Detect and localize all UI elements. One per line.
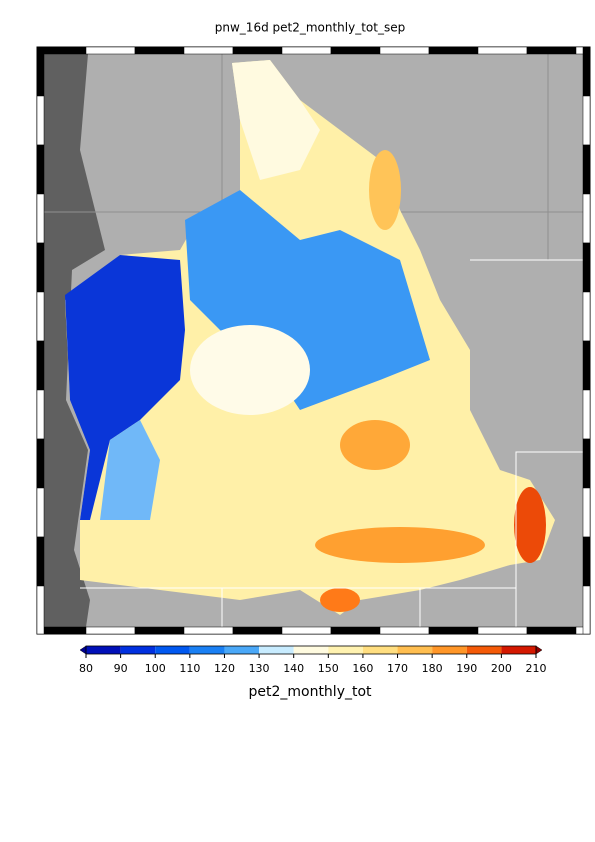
- data-east-red: [514, 487, 546, 563]
- data-north: [232, 60, 320, 180]
- frame-block: [232, 626, 283, 635]
- data-south-orange: [315, 527, 485, 563]
- data-orange-patch: [340, 420, 410, 470]
- frame-block: [36, 46, 45, 97]
- frame-block: [582, 487, 591, 538]
- colorbar-tick-label: 170: [387, 662, 408, 675]
- map-title: pnw_16d pet2_monthly_tot_sep: [215, 21, 405, 35]
- frame-block: [428, 46, 479, 55]
- frame-block: [36, 242, 45, 293]
- colorbar-segment: [86, 646, 121, 654]
- frame-block: [36, 585, 45, 635]
- colorbar-tick-label: 130: [249, 662, 270, 675]
- frame-block: [85, 626, 136, 635]
- colorbar-segment: [155, 646, 190, 654]
- frame-block: [36, 389, 45, 440]
- frame-block: [36, 536, 45, 587]
- colorbar-segment: [362, 646, 398, 654]
- data-central-pale: [190, 325, 310, 415]
- frame-block: [134, 626, 185, 635]
- data-west-blue: [65, 255, 185, 520]
- colorbar-tick-label: 150: [318, 662, 339, 675]
- frame-block: [582, 242, 591, 293]
- frame-block: [582, 144, 591, 195]
- frame-block: [36, 438, 45, 489]
- frame-block: [85, 46, 136, 55]
- frame-ticks: [36, 46, 591, 635]
- colorbar-segment: [328, 646, 363, 654]
- frame-block: [281, 626, 332, 635]
- frame-block: [477, 46, 528, 55]
- frame-block: [379, 626, 430, 635]
- frame-block: [134, 46, 185, 55]
- colorbar-under: [79, 645, 87, 655]
- colorbar-over: [535, 645, 543, 655]
- colorbar-segment: [397, 646, 433, 654]
- colorbar-segment: [120, 646, 156, 654]
- frame-block: [183, 626, 234, 635]
- frame-block: [582, 291, 591, 342]
- frame-block: [379, 46, 430, 55]
- frame-block: [582, 389, 591, 440]
- colorbar-segment: [466, 646, 502, 654]
- frame-block: [36, 95, 45, 146]
- data-west-light: [100, 420, 160, 520]
- frame-block: [183, 46, 234, 55]
- frame-block: [36, 291, 45, 342]
- colorbar-tick-label: 100: [145, 662, 166, 675]
- frame-block: [36, 487, 45, 538]
- frame-block: [36, 144, 45, 195]
- colorbar-segment: [293, 646, 329, 654]
- frame-block: [330, 626, 381, 635]
- frame-block: [582, 46, 591, 97]
- colorbar-segment: [224, 646, 260, 654]
- frame-block: [582, 193, 591, 244]
- colorbar-tick-label: 190: [456, 662, 477, 675]
- frame-block: [428, 626, 479, 635]
- state-lines: [80, 259, 583, 627]
- data-interior-blue: [185, 190, 430, 410]
- frame-block: [582, 536, 591, 587]
- colorbar-tick-label: 120: [214, 662, 235, 675]
- data-ne-orange: [369, 150, 401, 230]
- colorbar-segment: [501, 646, 536, 654]
- frame-block: [36, 340, 45, 391]
- frame-block: [477, 626, 528, 635]
- frame-block: [582, 585, 591, 635]
- frame-block: [526, 626, 577, 635]
- frame-block: [582, 340, 591, 391]
- colorbar-tick-label: 180: [422, 662, 443, 675]
- frame-block: [36, 46, 87, 55]
- colorbar-tick-label: 110: [179, 662, 200, 675]
- frame-block: [36, 193, 45, 244]
- frame-block: [526, 46, 577, 55]
- colorbar-outline: [85, 645, 537, 655]
- colorbar-tick-label: 140: [283, 662, 304, 675]
- frame-block: [582, 95, 591, 146]
- map: [44, 54, 583, 627]
- colorbar-label: pet2_monthly_tot: [248, 684, 372, 700]
- colorbar-segment: [432, 646, 467, 654]
- colorbar-tick-label: 210: [526, 662, 547, 675]
- frame-block: [281, 46, 332, 55]
- colorbar-tick-label: 160: [352, 662, 373, 675]
- frame-block: [330, 46, 381, 55]
- colorbar-tick-label: 200: [491, 662, 512, 675]
- frame-block: [232, 46, 283, 55]
- colorbar-tick-label: 80: [79, 662, 93, 675]
- colorbar-segment: [189, 646, 225, 654]
- colorbar-tick-label: 90: [114, 662, 128, 675]
- frame-block: [36, 626, 87, 635]
- frame-block: [582, 438, 591, 489]
- ocean: [44, 54, 105, 627]
- data-sw-orange: [320, 588, 360, 612]
- colorbar-segment: [259, 646, 294, 654]
